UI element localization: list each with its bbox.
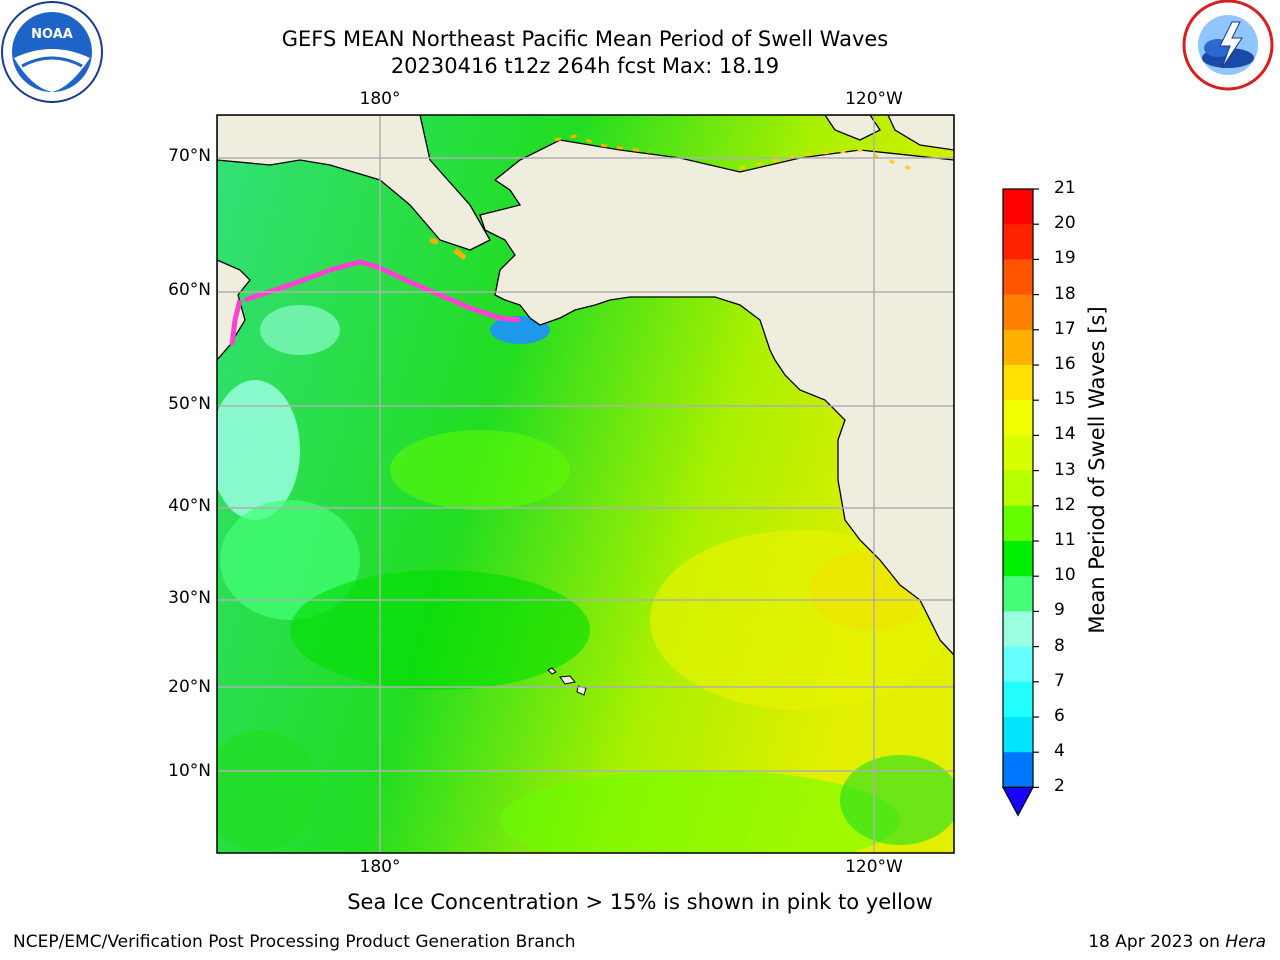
- footer-host: Hera: [1225, 932, 1266, 952]
- colorbar-tick-label: 20: [1054, 213, 1076, 234]
- lat-label-50n: 50°N: [168, 394, 211, 414]
- colorbar-tick-label: 8: [1054, 635, 1065, 656]
- colorbar-tick-label: 19: [1054, 248, 1076, 269]
- gridlines: [217, 115, 954, 853]
- colorbar-segment: [1003, 505, 1033, 542]
- colorbar-tick-label: 15: [1054, 389, 1076, 410]
- lat-label-10n: 10°N: [168, 761, 211, 781]
- colorbar-tick-label: 11: [1054, 530, 1076, 550]
- colorbar-segment: [1003, 611, 1033, 648]
- colorbar-segment: [1003, 576, 1033, 612]
- colorbar-tick-label: 21: [1054, 178, 1076, 198]
- colorbar-tick-label: 14: [1054, 424, 1076, 445]
- colorbar-segment: [1003, 329, 1033, 366]
- colorbar-tick-label: 16: [1054, 354, 1076, 374]
- sea-ice-note: Sea Ice Concentration > 15% is shown in …: [347, 890, 933, 914]
- lon-label-top-120w: 120°W: [845, 89, 903, 109]
- map-panel: [217, 115, 954, 853]
- colorbar-tick-label: 17: [1054, 318, 1076, 339]
- colorbar: [1001, 188, 1039, 817]
- colorbar-tick-label: 9: [1054, 600, 1065, 621]
- colorbar-tick-label: 4: [1054, 741, 1065, 762]
- footer-credit: NCEP/EMC/Verification Post Processing Pr…: [13, 932, 576, 952]
- colorbar-extension: [1001, 786, 1035, 817]
- colorbar-segment: [1003, 189, 1033, 225]
- colorbar-segment: [1003, 435, 1033, 472]
- colorbar-segment: [1003, 752, 1033, 788]
- colorbar-tick-label: 10: [1054, 565, 1076, 586]
- colorbar-segment: [1003, 646, 1033, 683]
- colorbar-segment: [1003, 224, 1033, 260]
- footer-date-text: 18 Apr 2023 on: [1088, 932, 1220, 952]
- colorbar-tick-label: 18: [1054, 283, 1076, 304]
- colorbar-segment: [1003, 294, 1033, 331]
- colorbar-segment: [1003, 717, 1033, 753]
- lat-label-40n: 40°N: [168, 496, 211, 516]
- map-frame: [216, 114, 955, 854]
- colorbar-segment: [1003, 365, 1033, 401]
- colorbar-tick-label: 13: [1054, 459, 1076, 480]
- lat-label-30n: 30°N: [168, 588, 211, 608]
- colorbar-tick-label: 7: [1054, 670, 1065, 691]
- svg-text:NOAA: NOAA: [31, 27, 73, 42]
- colorbar-segment: [1003, 259, 1033, 296]
- footer-date: 18 Apr 2023 on Hera: [1088, 932, 1266, 952]
- lon-label-bottom-180: 180°: [359, 857, 401, 877]
- nws-logo: [1182, 0, 1274, 91]
- colorbar-tick-label: 12: [1054, 494, 1076, 515]
- lat-label-20n: 20°N: [168, 677, 211, 697]
- lat-label-70n: 70°N: [168, 146, 211, 166]
- colorbar-segment: [1003, 541, 1033, 577]
- colorbar-tick-label: 2: [1054, 776, 1065, 797]
- colorbar-tick-label: 6: [1054, 706, 1065, 726]
- colorbar-frame: [1002, 188, 1034, 789]
- chart-title: GEFS MEAN Northeast Pacific Mean Period …: [281, 27, 889, 51]
- colorbar-segment: [1003, 470, 1033, 507]
- lon-label-bottom-120w: 120°W: [845, 857, 903, 877]
- colorbar-label: Mean Period of Swell Waves [s]: [1085, 306, 1109, 634]
- colorbar-segment: [1003, 400, 1033, 436]
- lat-label-60n: 60°N: [168, 280, 211, 300]
- chart-subtitle: 20230416 t12z 264h fcst Max: 18.19: [390, 54, 780, 78]
- lon-label-top-180: 180°: [359, 89, 401, 109]
- noaa-logo: NOAA: [1, 1, 103, 103]
- colorbar-segment: [1003, 681, 1033, 718]
